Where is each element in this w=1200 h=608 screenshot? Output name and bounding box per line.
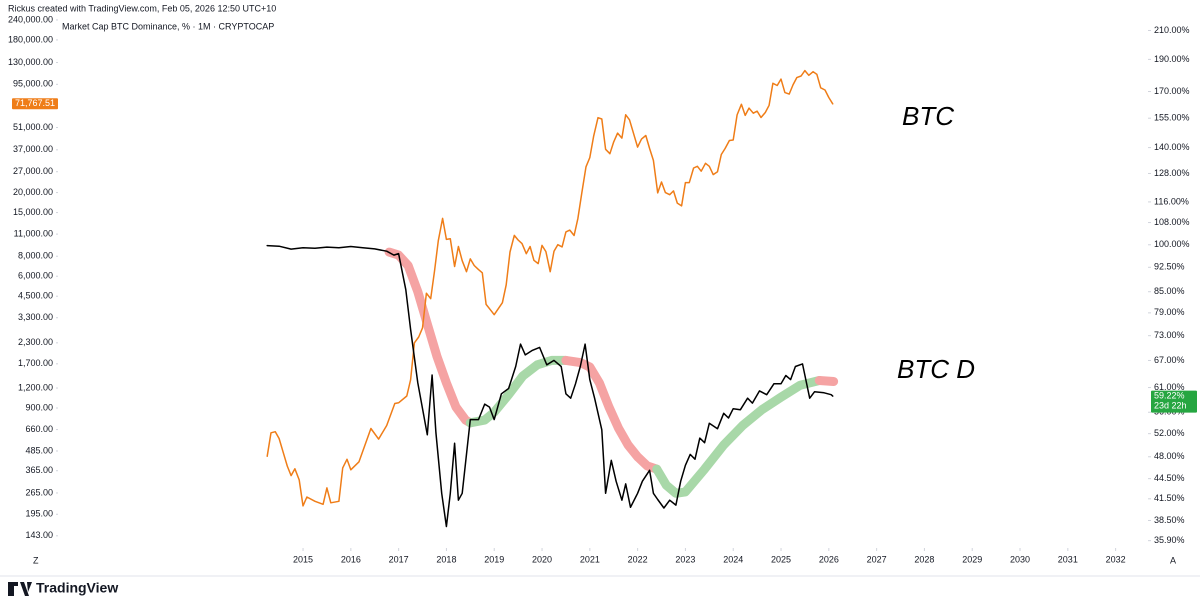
x-tick-label: 2020 [532, 554, 552, 564]
y-tick-label: 195.00 [25, 509, 53, 519]
ma-ribbon [465, 355, 571, 428]
x-tick-label: 2030 [1010, 554, 1030, 564]
y2-tick-label: 35.90% [1154, 535, 1185, 545]
y2-tick-label: 48.00% [1154, 451, 1185, 461]
x-tick-label: 2015 [293, 554, 313, 564]
y2-tick-label: 116.00% [1154, 196, 1189, 206]
y-tick-label: 3,300.00 [18, 312, 53, 322]
x-tick-label: 2032 [1106, 554, 1126, 564]
y-tick-label: 365.00 [25, 465, 53, 475]
y2-tick-label: 44.50% [1154, 473, 1185, 483]
x-tick-label: 2018 [436, 554, 456, 564]
y2-tick-label: 100.00% [1154, 239, 1190, 249]
auto-scale[interactable]: A [1170, 555, 1176, 565]
x-tick-label: 2016 [341, 554, 361, 564]
y-tick-label: 130,000.00 [8, 57, 53, 67]
ma-ribbon [814, 376, 839, 386]
y-tick-label: 20,000.00 [13, 187, 53, 197]
price-label: 71,767.51 [15, 98, 55, 108]
countdown: 23d 22h [1154, 400, 1187, 410]
y2-tick-label: 140.00% [1154, 142, 1190, 152]
y2-tick-label: 79.00% [1154, 307, 1185, 317]
ma-ribbon [652, 376, 824, 498]
chart-title: Market Cap BTC Dominance, % · 1M · CRYPT… [62, 21, 274, 31]
x-tick-label: 2031 [1058, 554, 1078, 564]
y-tick-label: 51,000.00 [13, 122, 53, 132]
y2-tick-label: 155.00% [1154, 113, 1190, 123]
y2-tick-label: 73.00% [1154, 330, 1185, 340]
price-label-bg [1151, 390, 1197, 413]
y-tick-label: 485.00 [25, 445, 53, 455]
x-tick-label: 2024 [723, 554, 743, 564]
y2-tick-label: 67.00% [1154, 355, 1185, 365]
y-tick-label: 4,500.00 [18, 291, 53, 301]
price-label: 59.22% [1154, 390, 1185, 400]
price-label-bg [12, 98, 58, 110]
y-tick-label: 180,000.00 [8, 34, 53, 44]
y2-tick-label: 41.50% [1154, 493, 1185, 503]
y2-tick-label: 170.00% [1154, 86, 1190, 96]
y2-tick-label: 108.00% [1154, 217, 1190, 227]
series-line [266, 69, 834, 507]
y2-tick-label: 52.00% [1154, 428, 1185, 438]
x-tick-label: 2021 [580, 554, 600, 564]
y2-tick-label: 38.50% [1154, 515, 1185, 525]
y-tick-label: 1,700.00 [18, 358, 53, 368]
x-tick-label: 2025 [771, 554, 791, 564]
y-tick-label: 15,000.00 [13, 207, 53, 217]
x-tick-label: 2019 [484, 554, 504, 564]
credit: Rickus created with TradingView.com, Feb… [8, 3, 276, 13]
y-tick-label: 37,000.00 [13, 144, 53, 154]
y-tick-label: 660.00 [25, 424, 53, 434]
series-annotation: BTC D [897, 354, 975, 384]
y2-tick-label: 210.00% [1154, 25, 1190, 35]
x-tick-label: 2017 [389, 554, 409, 564]
y-tick-label: 240,000.00 [8, 14, 53, 24]
x-tick-label: 2023 [675, 554, 695, 564]
y2-tick-label: 92.50% [1154, 262, 1185, 272]
y-tick-label: 143.00 [25, 530, 53, 540]
y2-tick-label: 190.00% [1154, 54, 1190, 64]
y-tick-label: 8,000.00 [18, 251, 53, 261]
x-tick-label: 2027 [867, 554, 887, 564]
y2-tick-label: 85.00% [1154, 286, 1185, 296]
y2-tick-label: 61.00% [1154, 382, 1185, 392]
y-tick-label: 1,200.00 [18, 382, 53, 392]
x-tick-label: 2022 [628, 554, 648, 564]
y-tick-label: 27,000.00 [13, 166, 53, 176]
x-tick-label: 2026 [819, 554, 839, 564]
ma-ribbon [384, 247, 475, 428]
y-tick-label: 6,000.00 [18, 271, 53, 281]
y-tick-label: 2,300.00 [18, 337, 53, 347]
series-annotation: BTC [902, 101, 954, 131]
y-tick-label: 11,000.00 [14, 228, 53, 238]
logo-icon [8, 582, 32, 596]
x-tick-label: 2029 [962, 554, 982, 564]
y-tick-label: 95,000.00 [13, 79, 53, 89]
y-tick-label: 265.00 [25, 487, 53, 497]
series-line [266, 244, 834, 528]
logo: TradingView [36, 580, 118, 596]
y2-tick-label: 128.00% [1154, 168, 1190, 178]
zoom-toggle[interactable]: Z [33, 555, 39, 565]
y-tick-label: 900.00 [25, 402, 53, 412]
ma-ribbon [561, 355, 662, 474]
x-tick-label: 2028 [914, 554, 934, 564]
